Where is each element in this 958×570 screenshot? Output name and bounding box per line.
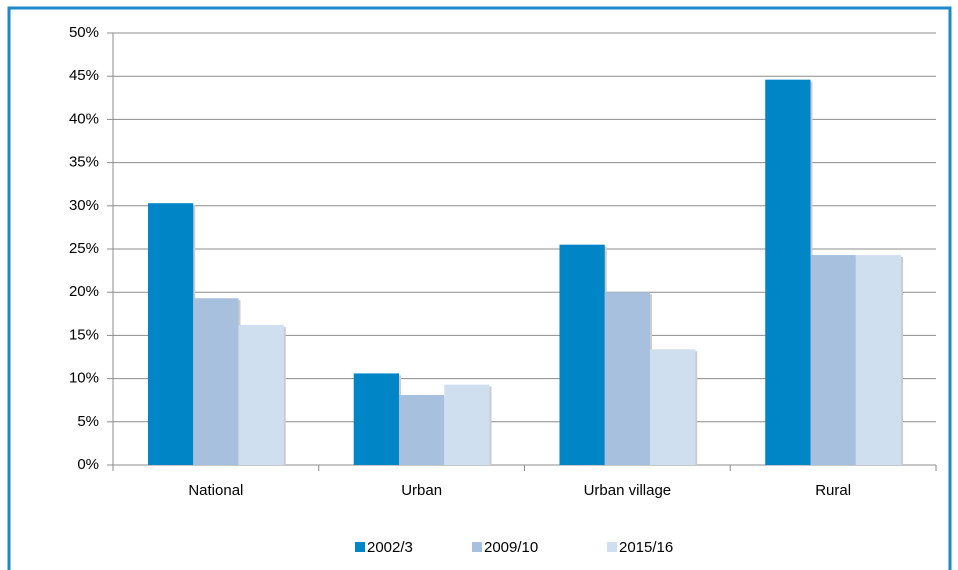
bar bbox=[810, 255, 856, 465]
legend-label: 2002/3 bbox=[367, 539, 413, 556]
bar bbox=[238, 325, 284, 465]
bar bbox=[604, 292, 651, 465]
y-tick-label: 15% bbox=[69, 326, 99, 343]
y-tick-label: 0% bbox=[77, 456, 99, 473]
bar bbox=[855, 255, 902, 465]
bar bbox=[353, 373, 399, 465]
bar bbox=[444, 384, 490, 465]
legend-swatch bbox=[355, 542, 365, 552]
y-tick-label: 10% bbox=[69, 370, 99, 387]
y-tick-label: 50% bbox=[69, 24, 99, 41]
bar bbox=[559, 244, 605, 465]
y-tick-label: 45% bbox=[69, 67, 99, 84]
y-tick-label: 40% bbox=[69, 110, 99, 127]
x-tick-label: Urban village bbox=[584, 482, 672, 499]
y-tick-label: 5% bbox=[77, 413, 99, 430]
legend-label: 2009/10 bbox=[484, 539, 538, 556]
bar bbox=[193, 298, 239, 465]
bar bbox=[765, 79, 811, 465]
y-tick-label: 30% bbox=[69, 197, 99, 214]
bar bbox=[147, 203, 194, 465]
legend-swatch bbox=[472, 542, 482, 552]
y-tick-label: 25% bbox=[69, 240, 99, 257]
y-tick-label: 35% bbox=[69, 154, 99, 171]
legend-label: 2015/16 bbox=[619, 539, 673, 556]
bar bbox=[398, 395, 445, 465]
y-tick-label: 20% bbox=[69, 283, 99, 300]
bar bbox=[650, 349, 696, 465]
x-tick-label: Urban bbox=[401, 482, 442, 499]
x-tick-label: National bbox=[188, 482, 243, 499]
x-tick-label: Rural bbox=[815, 482, 851, 499]
legend-swatch bbox=[607, 542, 617, 552]
